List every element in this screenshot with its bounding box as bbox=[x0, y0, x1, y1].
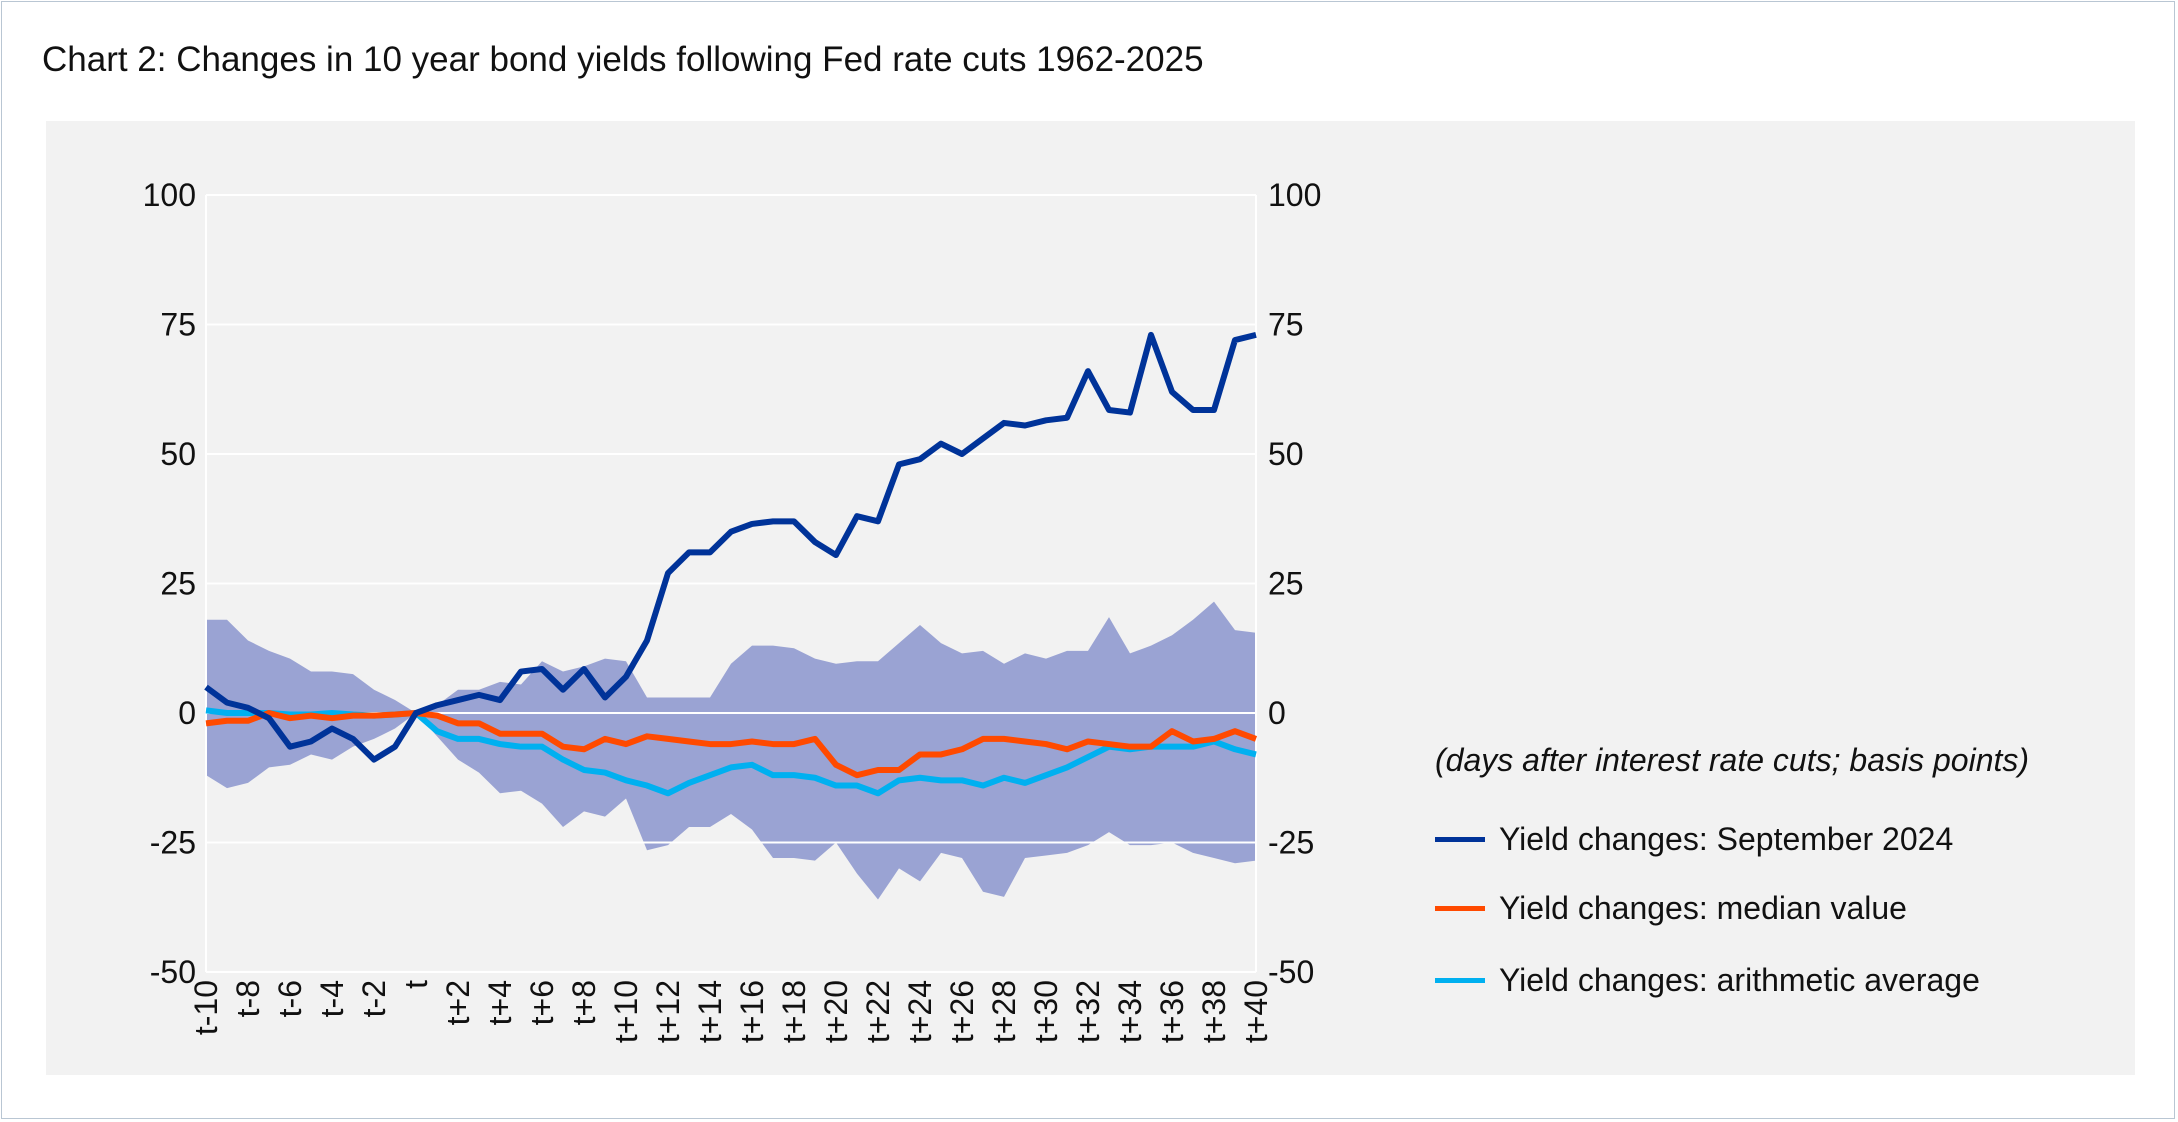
legend-swatch bbox=[1435, 978, 1485, 983]
x-tick-label: t+20 bbox=[818, 980, 854, 1043]
x-tick-label: t+38 bbox=[1196, 980, 1232, 1043]
y-tick-left: 100 bbox=[143, 177, 196, 213]
legend-label: Yield changes: median value bbox=[1499, 890, 1907, 926]
y-tick-left: -50 bbox=[150, 954, 196, 990]
y-tick-right: 50 bbox=[1268, 436, 1304, 472]
series-line-1 bbox=[205, 710, 1258, 779]
y-tick-right: -25 bbox=[1268, 825, 1314, 861]
x-tick-label: t+34 bbox=[1112, 980, 1148, 1043]
x-tick-label: t-6 bbox=[272, 980, 308, 1017]
x-tick-label: t+4 bbox=[482, 980, 518, 1025]
y-tick-right: 0 bbox=[1268, 695, 1286, 731]
x-tick-label: t-2 bbox=[356, 980, 392, 1017]
chart-title: Chart 2: Changes in 10 year bond yields … bbox=[42, 40, 1204, 79]
y-tick-left: -25 bbox=[150, 825, 196, 861]
legend-swatch bbox=[1435, 906, 1485, 911]
y-tick-right: 75 bbox=[1268, 307, 1304, 343]
chart-note: (days after interest rate cuts; basis po… bbox=[1435, 742, 2030, 778]
y-tick-left: 0 bbox=[178, 695, 196, 731]
series-line-0 bbox=[204, 331, 1257, 763]
x-tick-label: t+18 bbox=[776, 980, 812, 1043]
x-tick-label: t-4 bbox=[314, 980, 350, 1017]
y-tick-left: 75 bbox=[160, 307, 196, 343]
x-tick-label: t+26 bbox=[944, 980, 980, 1043]
y-tick-left: 50 bbox=[160, 436, 196, 472]
legend-swatch bbox=[1435, 837, 1485, 842]
x-tick-label: t+12 bbox=[650, 980, 686, 1043]
range-band bbox=[206, 601, 1256, 900]
x-tick-label: t+30 bbox=[1028, 980, 1064, 1043]
y-tick-right: 25 bbox=[1268, 566, 1304, 602]
legend-label: Yield changes: September 2024 bbox=[1499, 821, 1954, 857]
x-tick-label: t+32 bbox=[1070, 980, 1106, 1043]
chart-panel bbox=[46, 121, 2135, 1075]
x-tick-label: t+28 bbox=[986, 980, 1022, 1043]
y-tick-right: -50 bbox=[1268, 954, 1314, 990]
x-tick-label: t+16 bbox=[734, 980, 770, 1043]
x-tick-label: t+36 bbox=[1154, 980, 1190, 1043]
y-tick-left: 25 bbox=[160, 566, 196, 602]
x-tick-label: t+8 bbox=[566, 980, 602, 1025]
legend-item-median: Yield changes: median value bbox=[1435, 890, 1907, 927]
legend-item-average: Yield changes: arithmetic average bbox=[1435, 962, 1980, 999]
legend-item-september-2024: Yield changes: September 2024 bbox=[1435, 821, 1953, 858]
x-tick-label: t+40 bbox=[1238, 980, 1274, 1043]
legend-label: Yield changes: arithmetic average bbox=[1499, 962, 1980, 998]
x-tick-label: t bbox=[398, 980, 434, 989]
x-tick-label: t+2 bbox=[440, 980, 476, 1025]
x-tick-label: t+14 bbox=[692, 980, 728, 1043]
x-tick-label: t-10 bbox=[188, 980, 224, 1035]
x-tick-label: t+6 bbox=[524, 980, 560, 1025]
x-tick-label: t+10 bbox=[608, 980, 644, 1043]
x-tick-label: t-8 bbox=[230, 980, 266, 1017]
y-tick-right: 100 bbox=[1268, 177, 1321, 213]
x-tick-label: t+24 bbox=[902, 980, 938, 1043]
x-tick-label: t+22 bbox=[860, 980, 896, 1043]
